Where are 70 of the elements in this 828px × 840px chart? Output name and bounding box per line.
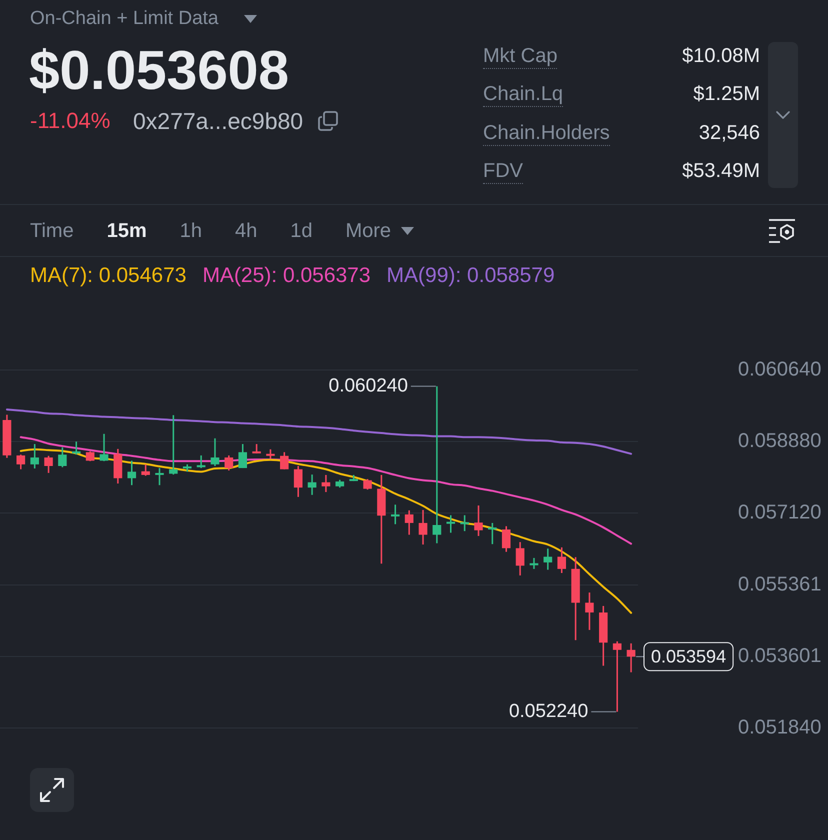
candlestick bbox=[322, 474, 330, 493]
text: More bbox=[345, 219, 392, 243]
text: Time bbox=[30, 219, 74, 243]
candlestick bbox=[16, 454, 26, 470]
candlestick bbox=[418, 509, 428, 546]
text: FDV bbox=[483, 158, 523, 184]
candlestick bbox=[252, 443, 261, 454]
candlestick bbox=[58, 446, 67, 468]
candlestick bbox=[585, 592, 594, 631]
candlestick bbox=[86, 450, 94, 462]
candlestick bbox=[294, 465, 302, 498]
candlestick bbox=[432, 386, 442, 544]
candlestick bbox=[141, 464, 150, 477]
candlestick bbox=[530, 557, 538, 570]
candlestick bbox=[446, 514, 456, 534]
text: $1.25M bbox=[693, 82, 760, 106]
text: 32,546 bbox=[698, 120, 760, 145]
text: MA(25): 0.056373 bbox=[202, 264, 371, 288]
text: $10.08M bbox=[682, 44, 760, 68]
candlestick bbox=[308, 474, 316, 496]
candlestick bbox=[280, 451, 289, 470]
candlestick bbox=[30, 443, 39, 470]
y-tick-label: 0.060640 bbox=[738, 358, 822, 381]
candlestick bbox=[460, 514, 469, 532]
y-tick-label: 0.053601 bbox=[738, 644, 822, 667]
text: 4h bbox=[234, 219, 258, 243]
annotation: 0.060240 bbox=[328, 376, 408, 397]
candlestick bbox=[266, 448, 275, 460]
text: $53.49M bbox=[682, 158, 760, 183]
text: $0.053608 bbox=[29, 39, 289, 101]
line-series bbox=[20, 436, 632, 545]
text: 1h bbox=[180, 219, 202, 243]
text: On-Chain + Limit Data bbox=[30, 7, 218, 30]
text: Chain.Lq bbox=[483, 82, 564, 108]
candlestick bbox=[502, 525, 511, 553]
candlestick bbox=[474, 504, 483, 537]
candlestick bbox=[363, 478, 372, 490]
text: -11.04% bbox=[30, 108, 110, 134]
text: 0x277a...ec9b80 bbox=[133, 108, 304, 134]
candlestick bbox=[544, 548, 552, 570]
candlestick bbox=[100, 433, 108, 462]
candlestick bbox=[404, 510, 414, 536]
candlestick bbox=[557, 546, 566, 574]
candlestick bbox=[390, 504, 400, 525]
candlestick bbox=[196, 454, 206, 469]
text: Mkt Cap bbox=[483, 44, 558, 69]
candlestick bbox=[224, 454, 234, 472]
y-tick-label: 0.055361 bbox=[738, 573, 822, 596]
text: MA(7): 0.054673 bbox=[30, 264, 186, 288]
candlestick bbox=[44, 455, 53, 474]
candlestick bbox=[210, 438, 220, 467]
text: 0.053594 bbox=[651, 646, 726, 667]
y-tick-label: 0.058880 bbox=[738, 430, 822, 452]
candlestick bbox=[72, 440, 81, 456]
candlestick bbox=[612, 640, 622, 712]
annotation: 0.052240 bbox=[508, 700, 588, 722]
candlestick bbox=[127, 460, 136, 486]
text: 1d bbox=[290, 219, 312, 243]
candlestick bbox=[155, 467, 164, 486]
candlestick bbox=[238, 443, 248, 469]
candlestick bbox=[626, 642, 636, 674]
y-tick-label: 0.051840 bbox=[738, 716, 822, 739]
text: MA(99): 0.058579 bbox=[386, 264, 555, 288]
line-series bbox=[6, 408, 632, 455]
candlestick bbox=[488, 522, 497, 545]
text: 15m bbox=[106, 219, 147, 243]
candlestick bbox=[516, 541, 524, 576]
text: Chain.Holders bbox=[483, 120, 610, 146]
y-tick-label: 0.057120 bbox=[738, 502, 822, 524]
line-series bbox=[20, 448, 632, 614]
